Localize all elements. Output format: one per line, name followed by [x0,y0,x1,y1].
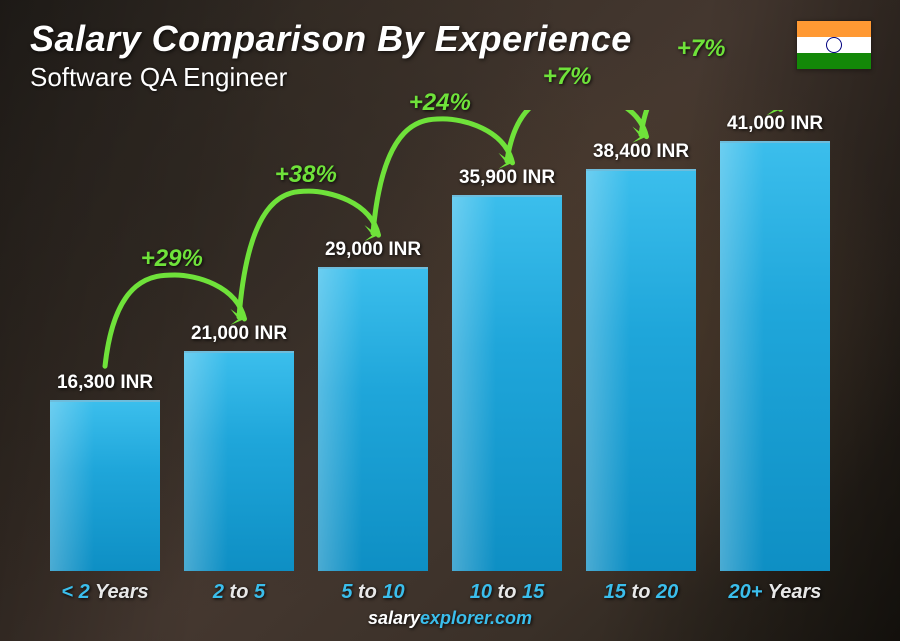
chart-subtitle: Software QA Engineer [30,62,287,93]
percent-increase-label: +38% [275,161,337,189]
chart-title: Salary Comparison By Experience [30,18,632,60]
bar-group: 38,400 INR15 to 20 [586,169,696,571]
infographic-container: Salary Comparison By Experience Software… [0,0,900,641]
flag-stripe-top [797,21,871,37]
footer-attribution: salaryexplorer.com [0,608,900,629]
bar [318,267,428,571]
flag-stripe-bottom [797,53,871,69]
country-flag-india [796,20,872,70]
bar [184,351,294,571]
footer-suffix: explorer.com [420,608,532,628]
bar-value-label: 41,000 INR [698,113,852,135]
bar-group: 35,900 INR10 to 15 [452,195,562,571]
percent-increase-label: +7% [543,63,592,91]
bar [720,141,830,571]
bar [452,195,562,571]
bar-value-label: 29,000 INR [296,239,450,261]
bar-value-label: 38,400 INR [564,141,718,163]
bar-value-label: 16,300 INR [28,372,182,394]
bar-chart: 16,300 INR< 2 Years21,000 INR2 to 529,00… [40,110,840,571]
bar-value-label: 21,000 INR [162,323,316,345]
bar [586,169,696,571]
percent-increase-label: +29% [141,245,203,273]
bar-group: 41,000 INR20+ Years [720,141,830,571]
footer-prefix: salary [368,608,420,628]
ashoka-chakra-icon [826,37,842,53]
percent-increase-label: +7% [677,35,726,63]
bar [50,400,160,571]
bar-value-label: 35,900 INR [430,167,584,189]
percent-increase-label: +24% [409,89,471,117]
flag-stripe-mid [797,37,871,53]
x-axis-label: 20+ Years [687,581,863,604]
bar-group: 16,300 INR< 2 Years [50,400,160,571]
bar-group: 29,000 INR5 to 10 [318,267,428,571]
bar-group: 21,000 INR2 to 5 [184,351,294,571]
